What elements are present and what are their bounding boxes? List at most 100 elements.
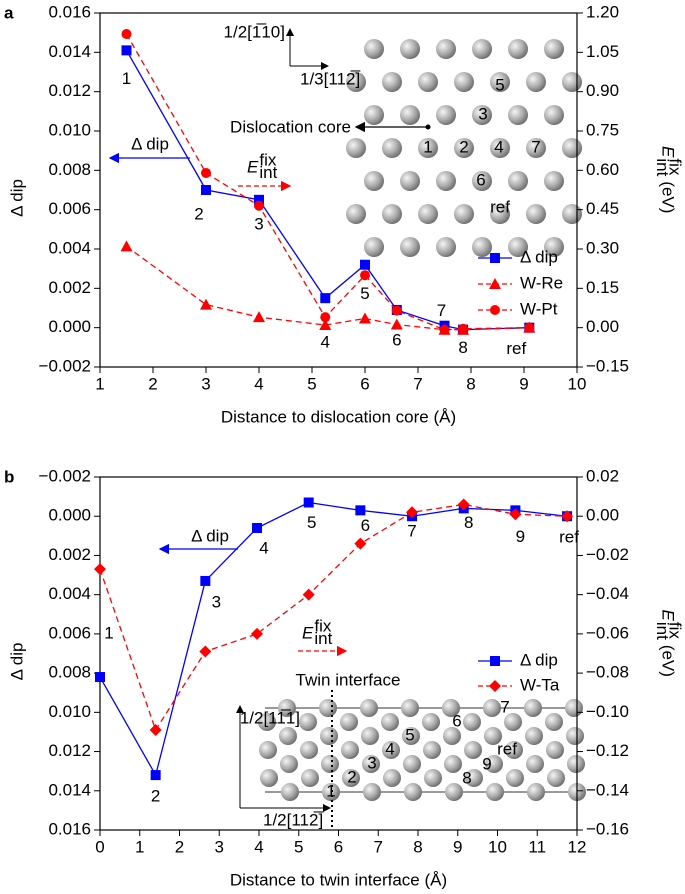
label-sup: fix <box>666 158 685 176</box>
y-tick-label: −0.002 <box>39 466 91 485</box>
atom <box>423 741 441 759</box>
x-tick-label: 7 <box>413 374 422 393</box>
inset-label: 5 <box>495 75 504 94</box>
point-label: 1 <box>122 69 131 88</box>
atom <box>454 72 474 92</box>
x-axis-label: Distance to dislocation core (Å) <box>221 407 456 426</box>
atom <box>400 237 420 257</box>
atom <box>382 741 400 759</box>
plot-frame <box>99 12 578 368</box>
x-tick-label: 6 <box>360 374 369 393</box>
atom <box>454 138 474 158</box>
atom <box>472 39 492 59</box>
atom <box>260 769 278 787</box>
label-unit: (eV) <box>659 645 678 677</box>
y2-tick-label: 0.00 <box>586 506 619 525</box>
point-label: 2 <box>151 787 160 806</box>
x-tick-label: 3 <box>215 837 224 856</box>
marker <box>490 253 500 263</box>
atom <box>259 741 277 759</box>
inset-label: ref <box>497 739 517 758</box>
label-sup: fix <box>314 616 332 635</box>
atom <box>424 769 442 787</box>
atom <box>342 769 360 787</box>
marker <box>303 497 314 508</box>
annotation: 1/2[11̅1] <box>240 708 300 727</box>
x-tick-label: 5 <box>294 837 303 856</box>
atom <box>382 204 402 224</box>
x-tick-label: 10 <box>568 374 587 393</box>
marker <box>95 672 105 683</box>
y2-tick-label: 0.30 <box>586 238 619 257</box>
point-label: 3 <box>254 214 263 233</box>
y2-tick-label: −0.10 <box>586 702 629 721</box>
atom <box>258 713 276 731</box>
y-tick-label: 0.006 <box>48 199 91 218</box>
atom <box>320 727 338 745</box>
marker <box>251 627 264 640</box>
point-label: 3 <box>212 592 221 611</box>
atom <box>490 72 510 92</box>
x-tick-label: 1 <box>135 837 144 856</box>
atom <box>490 204 510 224</box>
atom <box>321 755 339 773</box>
marker <box>253 311 265 323</box>
marker <box>201 167 211 178</box>
inset-label: ref <box>490 197 510 216</box>
point-label: 5 <box>360 284 369 303</box>
atom <box>360 699 378 717</box>
marker <box>360 259 370 270</box>
annotation: Dislocation core <box>230 117 351 136</box>
x-tick-label: 0 <box>95 837 104 856</box>
label-sup: fix <box>259 150 277 169</box>
y-tick-label: 0.012 <box>48 81 91 100</box>
atom <box>363 783 381 801</box>
atom <box>382 138 402 158</box>
inset-label: 5 <box>405 725 414 744</box>
atom <box>418 138 438 158</box>
atom <box>280 755 298 773</box>
atom <box>364 105 384 125</box>
atom <box>346 204 366 224</box>
marker <box>319 319 332 331</box>
core-dot <box>425 124 431 130</box>
atom <box>436 105 456 125</box>
marker <box>391 305 402 316</box>
point-label: 4 <box>321 333 330 352</box>
atom <box>526 755 544 773</box>
y-tick-label: 0.014 <box>48 42 91 61</box>
atom <box>544 105 564 125</box>
atom <box>505 741 523 759</box>
atom <box>362 755 380 773</box>
y-tick-label: 0.004 <box>48 584 91 603</box>
atom <box>565 699 583 717</box>
atom <box>526 138 546 158</box>
y-tick-label: 0.014 <box>48 780 91 799</box>
atom <box>301 769 319 787</box>
y2-tick-label: −0.14 <box>586 780 629 799</box>
atom <box>472 171 492 191</box>
y-tick-label: 0.000 <box>48 317 91 336</box>
atom <box>544 39 564 59</box>
atom <box>402 727 420 745</box>
y-tick-label: 0.016 <box>48 819 91 838</box>
atom <box>508 237 528 257</box>
atom <box>524 699 542 717</box>
marker <box>359 312 371 324</box>
label-base: E <box>302 623 314 642</box>
atom <box>463 713 481 731</box>
x-tick-label: 7 <box>374 837 383 856</box>
y2-tick-label: −0.12 <box>586 741 629 760</box>
marker <box>457 498 470 511</box>
x-tick-label: 4 <box>254 374 263 393</box>
point-label: 7 <box>437 301 446 320</box>
y2-tick-label: 0.15 <box>586 278 619 297</box>
point-label: 8 <box>464 513 473 532</box>
y2-tick-label: 1.20 <box>586 2 619 21</box>
x-tick-label: 10 <box>488 837 507 856</box>
x-tick-label: 3 <box>201 374 210 393</box>
inset-label: 6 <box>476 170 485 189</box>
atom <box>527 783 545 801</box>
series-line <box>99 503 568 732</box>
